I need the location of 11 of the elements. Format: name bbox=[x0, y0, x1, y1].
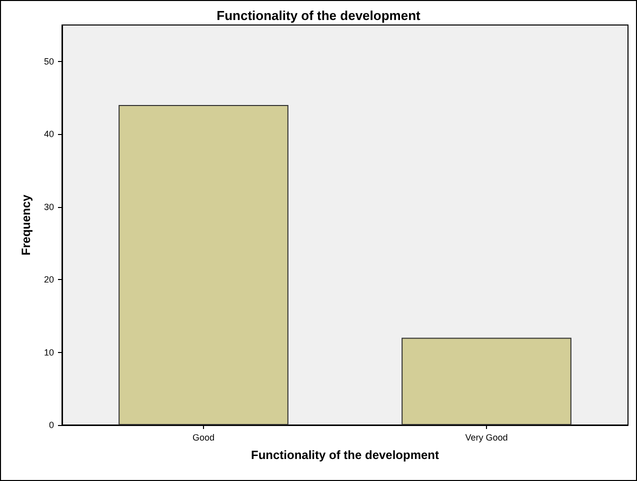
y-tick-label: 30 bbox=[44, 202, 54, 212]
y-tick-label: 50 bbox=[44, 56, 54, 66]
chart-title: Functionality of the development bbox=[216, 8, 422, 23]
y-tick-label: 20 bbox=[44, 274, 54, 285]
y-tick-label: 10 bbox=[44, 347, 54, 358]
x-tick-label: Good bbox=[192, 432, 215, 442]
y-tick-label: 0 bbox=[48, 420, 54, 430]
x-tick-label: Very Good bbox=[465, 432, 508, 442]
y-tick-label: 40 bbox=[44, 129, 54, 140]
y-axis-title: Frequency bbox=[19, 194, 33, 256]
x-axis-title: Functionality of the development bbox=[250, 448, 440, 462]
